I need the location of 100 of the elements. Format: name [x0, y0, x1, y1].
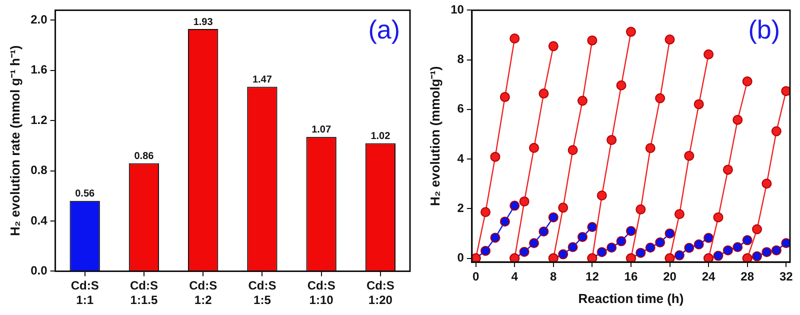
point	[722, 245, 733, 256]
data-label: 1.47	[252, 74, 272, 86]
data-label: 1.02	[370, 130, 391, 142]
point	[480, 207, 491, 218]
point	[674, 209, 684, 220]
x-tick-label: 12	[586, 270, 600, 284]
y-tick-label: 0	[457, 250, 464, 265]
y-tick-label: 0.0	[30, 264, 48, 278]
y-tick-label: 0.8	[30, 163, 48, 178]
point	[636, 204, 646, 214]
point	[722, 164, 733, 175]
point	[558, 249, 568, 260]
point	[704, 49, 714, 60]
point	[577, 232, 588, 242]
x-tick-label: Cd:S 1:20	[366, 278, 394, 308]
point	[781, 238, 790, 248]
point	[684, 150, 694, 161]
point	[645, 143, 656, 154]
point	[548, 212, 558, 222]
data-label: 0.56	[75, 188, 96, 200]
x-tick-label: Cd:S 1:10	[307, 278, 336, 308]
y-tick-label: 10	[450, 2, 464, 17]
y-tick-label: 8	[457, 52, 464, 66]
point	[713, 250, 724, 261]
point	[500, 216, 510, 227]
annotation: (a)	[368, 14, 400, 44]
data-label: 1.93	[193, 16, 214, 28]
point	[538, 226, 549, 236]
point	[577, 96, 588, 106]
x-tick-label: Cd:S 1:2	[189, 278, 218, 308]
y-axis-title: H₂ evolution (mmolg⁻¹)	[427, 66, 442, 206]
point	[771, 245, 782, 256]
x-tick-label: 32	[779, 270, 794, 284]
point	[568, 242, 578, 252]
point	[664, 228, 675, 238]
point	[752, 224, 762, 234]
data-label: 0.86	[134, 151, 154, 162]
point	[781, 86, 790, 96]
point	[626, 26, 636, 37]
point	[616, 80, 626, 90]
point	[645, 242, 656, 253]
x-tick-label: 4	[511, 270, 518, 284]
x-tick-label: 8	[550, 270, 558, 284]
point	[519, 246, 530, 257]
point	[655, 93, 666, 104]
x-tick-label: 16	[624, 270, 638, 284]
point	[538, 88, 549, 99]
y-tick-label: 4	[457, 151, 464, 166]
point	[529, 142, 540, 153]
y-tick-label: 2	[457, 200, 464, 215]
data-label: 1.07	[312, 124, 332, 136]
point	[762, 178, 772, 189]
point	[596, 247, 607, 258]
point	[490, 152, 500, 162]
y-tick-label: 2.0	[30, 12, 48, 27]
y-axis-title: H₂ evolution rate (mmol g⁻¹ h⁻¹)	[7, 45, 22, 236]
point	[606, 134, 617, 145]
point	[694, 99, 704, 110]
point	[771, 126, 782, 136]
point	[510, 200, 520, 211]
point	[762, 247, 772, 258]
point	[636, 248, 646, 258]
point	[568, 145, 578, 156]
point	[694, 239, 704, 250]
x-axis-title: Reaction time (h)	[578, 290, 684, 306]
point	[500, 92, 510, 102]
x-tick-label: 24	[702, 270, 716, 284]
point	[587, 35, 598, 46]
point	[713, 212, 724, 222]
point	[558, 202, 568, 213]
x-tick-label: Cd:S 1:5	[248, 278, 276, 308]
y-tick-label: 6	[457, 102, 464, 116]
point	[684, 242, 694, 253]
point	[519, 196, 530, 206]
y-tick-label: 1.6	[30, 62, 48, 77]
point	[732, 242, 743, 252]
point	[732, 114, 743, 125]
point	[742, 235, 752, 246]
point	[490, 232, 500, 243]
x-tick-label: Cd:S 1:1	[70, 278, 99, 308]
point	[587, 222, 598, 232]
point	[616, 236, 626, 246]
point	[548, 41, 558, 52]
point	[742, 76, 752, 86]
point	[529, 238, 540, 248]
point	[510, 33, 520, 44]
point	[626, 226, 636, 236]
point	[704, 232, 714, 243]
x-tick-label: 20	[663, 270, 677, 284]
point	[655, 237, 666, 248]
point	[664, 34, 675, 44]
y-tick-label: 1.2	[30, 112, 48, 127]
x-tick-label: Cd:S 1:1.5	[130, 278, 158, 308]
y-tick-label: 0.4	[30, 213, 48, 228]
x-tick-label: 28	[740, 270, 754, 284]
annotation: (b)	[748, 14, 780, 44]
x-tick-label: 0	[472, 270, 480, 284]
point	[674, 250, 684, 260]
point	[596, 190, 607, 201]
point	[480, 246, 491, 256]
